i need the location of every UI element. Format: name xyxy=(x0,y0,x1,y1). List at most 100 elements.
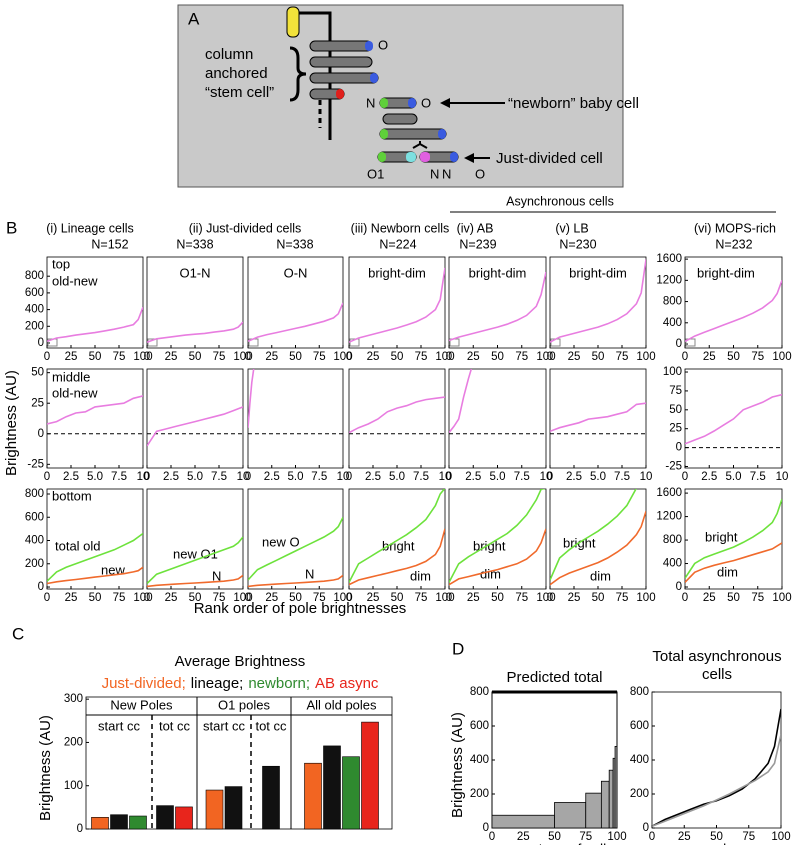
annotation: new O1 xyxy=(173,546,218,561)
callout: Just-divided cell xyxy=(496,150,603,167)
x-tick-label: 5.0 xyxy=(590,471,606,483)
x-tick-label: 75 xyxy=(113,592,126,604)
x-axis-label: Rank order of pole brightnesses xyxy=(194,600,407,617)
x-tick-label: 5.0 xyxy=(187,471,203,483)
annotation: bright-dim xyxy=(469,265,527,280)
x-tick-label: 50 xyxy=(592,351,605,363)
group-label: O1 poles xyxy=(218,697,271,712)
pole-label: O xyxy=(378,37,388,52)
x-tick-label: 100 xyxy=(772,351,791,363)
x-tick-label: 5.0 xyxy=(490,471,506,483)
pole-label: N xyxy=(366,95,375,110)
x-tick-label: 2.5 xyxy=(365,471,381,483)
group-label: Asynchronous cells xyxy=(506,194,614,208)
x-tick-label: 100 xyxy=(333,351,352,363)
x-tick-label: 0 xyxy=(682,351,688,363)
y-tick-label: 300 xyxy=(64,693,83,705)
y-tick-label: 0 xyxy=(77,823,83,835)
sample-count: N=224 xyxy=(379,237,416,251)
sample-count: N=230 xyxy=(559,237,596,251)
line-series xyxy=(685,498,782,579)
pole xyxy=(380,98,388,108)
annotation: N xyxy=(305,566,314,581)
x-tick-label: 25 xyxy=(65,351,78,363)
chart-title: Total asynchronous cells xyxy=(652,648,782,683)
pole xyxy=(378,152,386,162)
x-tick-label: 50 xyxy=(548,831,561,843)
y-tick-label: 400 xyxy=(663,558,682,570)
panel-label: D xyxy=(452,639,464,658)
pole xyxy=(420,152,430,162)
x-tick-label: 2.5 xyxy=(63,471,79,483)
plot-frame xyxy=(651,691,782,829)
y-axis-label: Brightness (AU) xyxy=(3,370,20,476)
x-tick-label: 25 xyxy=(367,592,380,604)
plot-frame xyxy=(146,368,244,469)
sample-count: N=239 xyxy=(459,237,496,251)
x-tick-label: 0 xyxy=(649,831,655,843)
x-tick-label: 50 xyxy=(89,351,102,363)
annotation: middle xyxy=(52,369,90,384)
x-tick-label: 50 xyxy=(491,351,504,363)
anchor xyxy=(286,6,300,38)
x-tick-label: 0 xyxy=(44,471,50,483)
annotation: bright xyxy=(705,529,738,544)
callout: “newborn” baby cell xyxy=(508,95,639,112)
arrowhead xyxy=(464,153,474,163)
x-tick-label: 0 xyxy=(446,351,452,363)
y-tick-label: 200 xyxy=(470,788,489,800)
line-series xyxy=(685,393,782,445)
annotation: O-N xyxy=(284,265,308,280)
x-tick-label: 0 xyxy=(44,351,50,363)
y-tick-label: 0 xyxy=(643,822,649,834)
x-tick-label: 100 xyxy=(435,351,454,363)
y-tick-label: 400 xyxy=(470,754,489,766)
annotation: new O xyxy=(262,534,300,549)
y-tick-label: -25 xyxy=(27,458,44,470)
pole xyxy=(408,98,416,108)
x-tick-label: 100 xyxy=(233,592,252,604)
pole xyxy=(450,152,458,162)
x-tick-label: 25 xyxy=(568,592,581,604)
bar xyxy=(91,817,109,830)
hist-bar xyxy=(600,780,610,829)
x-tick-label: 5.0 xyxy=(288,471,304,483)
x-tick-label: 75 xyxy=(742,831,755,843)
bar xyxy=(342,756,360,830)
x-tick-label: 0 xyxy=(446,471,452,483)
x-tick-label: 75 xyxy=(751,592,764,604)
line-series xyxy=(652,734,781,828)
x-tick-label: 7.5 xyxy=(311,471,327,483)
x-tick-label: 75 xyxy=(515,592,528,604)
x-tick-label: 0 xyxy=(547,592,553,604)
x-tick-label: 25 xyxy=(265,592,278,604)
line-series xyxy=(685,542,782,583)
line-series xyxy=(147,574,243,588)
pole xyxy=(336,89,344,99)
hist-bar xyxy=(614,746,618,829)
line-series xyxy=(147,406,243,447)
y-tick-label: 75 xyxy=(669,385,682,397)
y-tick-label: 50 xyxy=(669,404,682,416)
y-tick-label: 200 xyxy=(64,736,83,748)
sample-count: N=232 xyxy=(715,237,752,251)
x-tick-label: 0 xyxy=(682,592,688,604)
cell xyxy=(309,56,373,68)
cell xyxy=(309,72,379,84)
x-tick-label: 0 xyxy=(144,471,150,483)
pole xyxy=(365,41,373,51)
x-tick-label: 0 xyxy=(346,471,352,483)
x-tick-label: 75 xyxy=(579,831,592,843)
pole xyxy=(438,129,446,139)
line-series xyxy=(550,259,646,343)
y-tick-label: 1200 xyxy=(656,274,682,286)
category-label: tot cc xyxy=(159,718,191,733)
x-tick-label: 10 xyxy=(337,471,350,483)
plot-frame xyxy=(146,488,244,590)
x-tick-label: 10 xyxy=(640,471,653,483)
column-label: “stem cell” xyxy=(205,84,274,101)
x-tick-label: 75 xyxy=(213,592,226,604)
x-tick-label: 0 xyxy=(44,592,50,604)
annotation: bottom xyxy=(52,488,92,503)
